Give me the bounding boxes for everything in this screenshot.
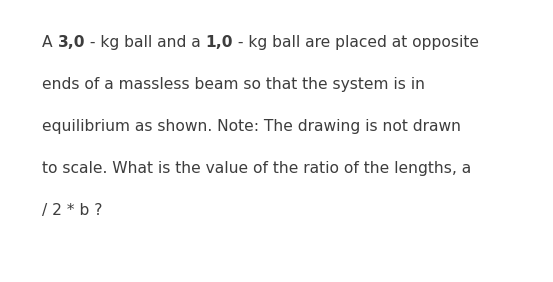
Text: ends of a massless beam so that the system is in: ends of a massless beam so that the syst… (42, 77, 425, 92)
Text: 3,0: 3,0 (58, 35, 85, 50)
Text: / 2 * b ?: / 2 * b ? (42, 203, 102, 218)
Text: - kg ball and a: - kg ball and a (85, 35, 206, 50)
Text: equilibrium as shown. Note: The drawing is not drawn: equilibrium as shown. Note: The drawing … (42, 119, 461, 134)
Text: 1,0: 1,0 (206, 35, 233, 50)
Text: A: A (42, 35, 58, 50)
Text: to scale. What is the value of the ratio of the lengths, a: to scale. What is the value of the ratio… (42, 161, 471, 176)
Text: - kg ball are placed at opposite: - kg ball are placed at opposite (233, 35, 479, 50)
